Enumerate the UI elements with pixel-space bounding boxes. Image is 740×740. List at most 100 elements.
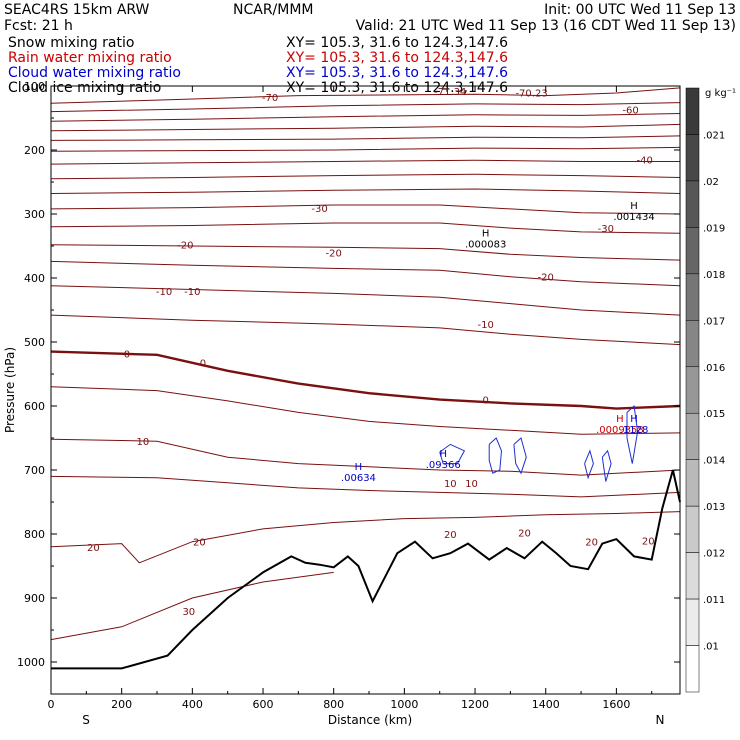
- y-tick-label: 500: [24, 336, 45, 349]
- terrain-line: [51, 469, 681, 670]
- colorbar-label: .012: [703, 549, 725, 560]
- model-title: SEAC4RS 15km ARW: [4, 2, 150, 18]
- colorbar-swatch: [685, 645, 700, 693]
- field-xy-cloud-ice: XY= 105.3, 31.6 to 124.3,147.6: [286, 80, 508, 96]
- colorbar-label: .01: [703, 642, 719, 653]
- field-xy-cloud-water: XY= 105.3, 31.6 to 124.3,147.6: [286, 65, 508, 81]
- x-tick-label: 200: [111, 698, 132, 711]
- contour-label: 30: [182, 607, 195, 618]
- field-name-cloud-ice: Cloud ice mixing ratio: [8, 80, 161, 96]
- x-tick-label: 1200: [461, 698, 489, 711]
- max-marker-h: H: [439, 449, 447, 460]
- contour-label: 10: [465, 479, 478, 490]
- contour-label: 0: [124, 350, 130, 361]
- colorbar-label: .014: [703, 456, 725, 467]
- temperature-contour: [50, 571, 334, 641]
- temperature-contour: [50, 475, 681, 498]
- x-tick-label: 1400: [532, 698, 560, 711]
- contour-label: 0: [482, 396, 488, 407]
- cloud-water-contour: [439, 443, 466, 465]
- contour-label: -30: [311, 204, 327, 215]
- colorbar-unit: g kg⁻¹: [705, 88, 736, 99]
- colorbar-swatch: [685, 320, 700, 368]
- contour-label: -70: [262, 93, 278, 104]
- temperature-contour: [50, 159, 680, 165]
- x-tick-label: 600: [253, 698, 274, 711]
- cloud-water-contours: [439, 404, 639, 482]
- x-axis-label: Distance (km): [328, 713, 412, 727]
- y-tick-label: 800: [24, 528, 45, 541]
- colorbar-swatch: [685, 227, 700, 275]
- colorbar-swatch: [685, 87, 700, 135]
- contour-label: -60: [622, 106, 638, 117]
- contour-label: -30: [598, 224, 614, 235]
- cloud-water-contour: [601, 449, 612, 482]
- y-tick-label: 600: [24, 400, 45, 413]
- colorbar-label: .017: [703, 316, 725, 327]
- colorbar-swatch: [685, 273, 700, 321]
- y-tick-label: 700: [24, 464, 45, 477]
- field-name-rain: Rain water mixing ratio: [8, 50, 172, 66]
- y-axis-label: Pressure (hPa): [3, 347, 17, 433]
- temperature-contour: [50, 511, 681, 564]
- temperature-contours: [50, 87, 681, 641]
- init-time: Init: 00 UTC Wed 11 Sep 13: [544, 2, 736, 18]
- temperature-contour: [50, 102, 681, 113]
- colorbar-label: .016: [703, 363, 725, 374]
- cloud-water-contour: [626, 404, 639, 464]
- contour-label: 10: [137, 437, 150, 448]
- colorbar-swatch: [685, 134, 700, 182]
- max-marker-value: .09366: [426, 460, 461, 471]
- cloud-water-contour: [488, 437, 503, 474]
- contour-label: -10: [156, 287, 172, 298]
- x-tick-label: 400: [182, 698, 203, 711]
- direction-north: N: [656, 713, 665, 727]
- temperature-contour: [50, 244, 681, 261]
- temperature-contour: [50, 113, 681, 122]
- field-xy-rain: XY= 105.3, 31.6 to 124.3,147.6: [286, 50, 508, 66]
- contour-label: -71.34: [434, 87, 466, 98]
- temperature-contour: [50, 87, 681, 104]
- colorbar-swatch: [685, 459, 700, 507]
- contour-label: -70.23: [515, 88, 547, 99]
- temperature-contour: [50, 188, 681, 194]
- y-tick-label: 1000: [17, 656, 45, 669]
- contour-label: 20: [642, 536, 655, 547]
- field-name-cloud-water: Cloud water mixing ratio: [8, 65, 181, 81]
- colorbar-swatch: [685, 412, 700, 460]
- y-tick-label: 200: [24, 144, 45, 157]
- y-tick-label: 900: [24, 592, 45, 605]
- cloud-water-contour: [584, 449, 594, 480]
- temperature-contour: [50, 350, 681, 410]
- x-tick-label: 800: [323, 698, 344, 711]
- contour-labels: -71.34 -70.23 -70 -60 -40 -30 -30 -20 -20 -20 -10 -…: [87, 87, 655, 618]
- colorbar: .021 .02 .019 .018 .017 .016 .015 .014 .013 .012.…: [685, 87, 725, 693]
- contour-label: -20: [538, 273, 554, 284]
- max-marker-value: .000083: [465, 239, 506, 250]
- cloud-water-contour: [513, 437, 527, 475]
- y-tick-label: 300: [24, 208, 45, 221]
- temperature-contour: [50, 173, 681, 180]
- temperature-contour: [50, 386, 681, 435]
- contour-label: 20: [87, 543, 100, 554]
- temperature-contour: [50, 260, 681, 287]
- colorbar-swatch: [685, 180, 700, 228]
- center-title: NCAR/MMM: [233, 2, 314, 18]
- max-marker-h: H: [616, 414, 624, 425]
- direction-south: S: [82, 713, 90, 727]
- temperature-contour: [50, 123, 681, 132]
- temperature-contour: [50, 438, 681, 476]
- contour-label: -10: [184, 287, 200, 298]
- temperature-contour: [50, 204, 681, 215]
- colorbar-label: .015: [703, 409, 725, 420]
- plot-area: -71.34 -70.23 -70 -60 -40 -30 -30 -20 -20 -20 -10 -…: [50, 87, 681, 670]
- contour-label: -10: [477, 320, 493, 331]
- plot-frame: [50, 85, 681, 695]
- x-tick-label: 0: [48, 698, 55, 711]
- max-marker-value: .001434: [613, 212, 654, 223]
- max-marker-value: .1128: [620, 425, 649, 436]
- max-marker-h: H: [482, 228, 490, 239]
- x-tick-label: 1000: [390, 698, 418, 711]
- forecast-hour: Fcst: 21 h: [4, 18, 73, 34]
